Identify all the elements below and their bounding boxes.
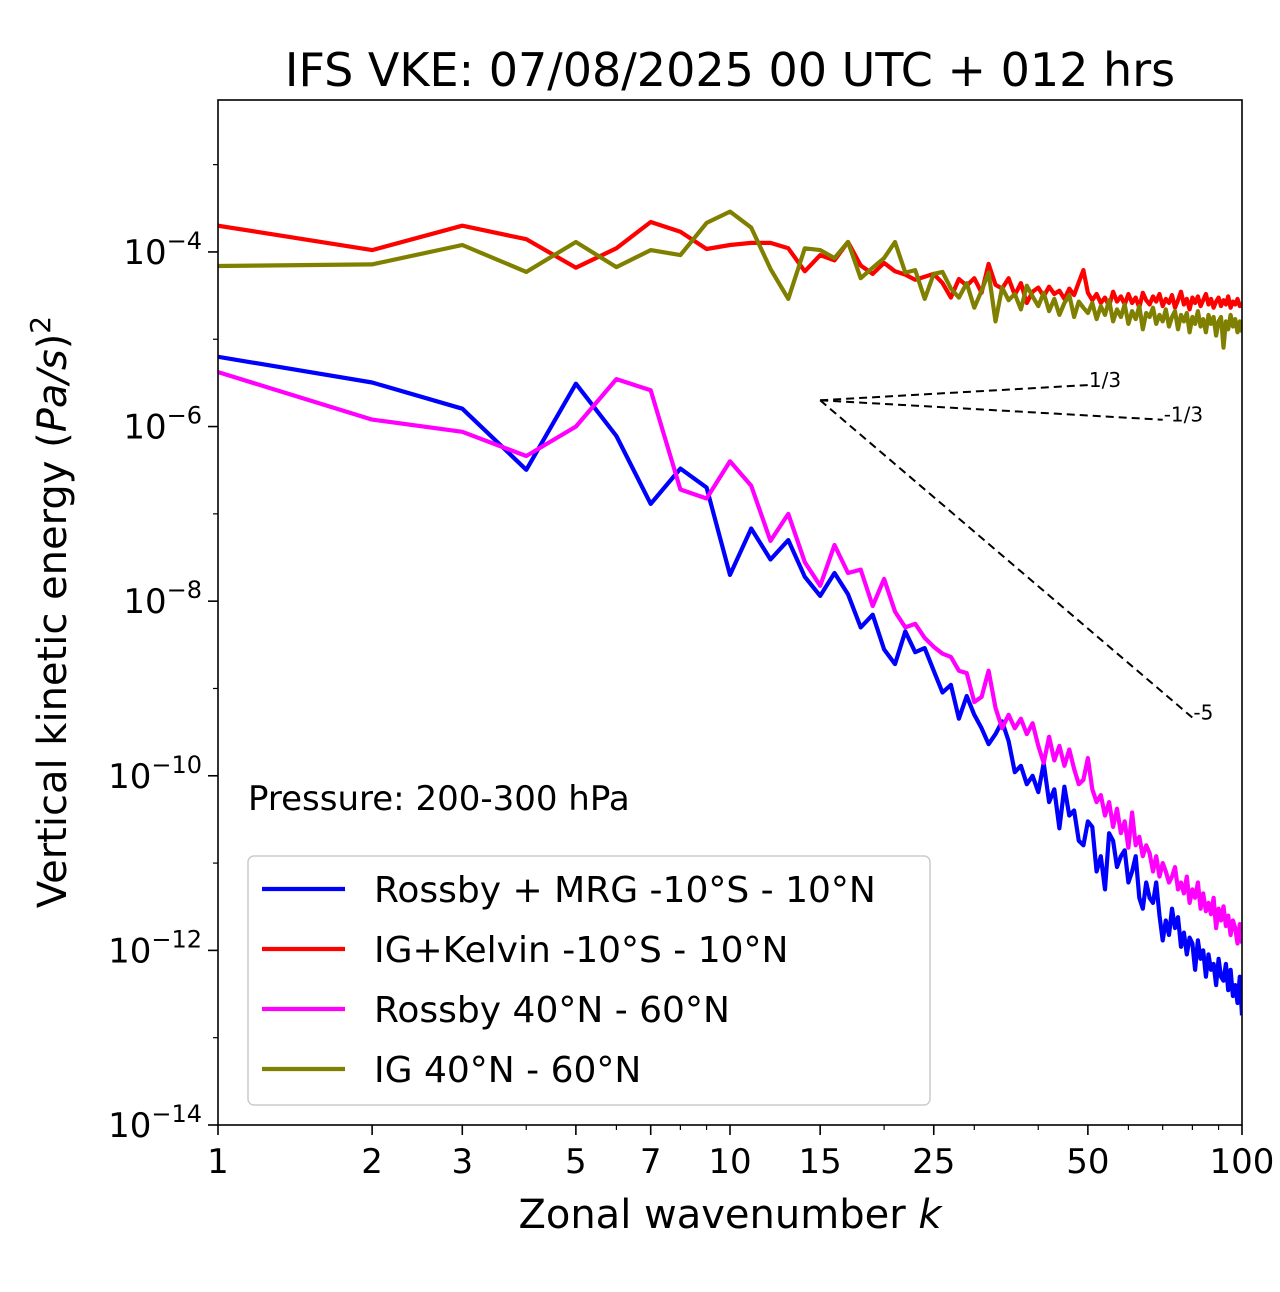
y-tick-label: 10−10 <box>108 751 202 797</box>
x-tick-label: 15 <box>799 1142 842 1182</box>
reference-slope-line-0 <box>820 384 1088 402</box>
y-axis-label: Vertical kinetic energy (Pa/s)2 <box>24 316 76 908</box>
x-tick-label: 1 <box>207 1142 229 1182</box>
legend-label-3: IG 40°N - 60°N <box>374 1050 641 1091</box>
x-tick-label: 5 <box>565 1142 587 1182</box>
x-axis-label: Zonal wavenumber k <box>518 1192 943 1238</box>
y-tick-label: 10−14 <box>108 1100 202 1146</box>
legend-label-0: Rossby + MRG -10°S - 10°N <box>374 870 876 911</box>
series-line-3 <box>218 209 1242 350</box>
series-line-0 <box>218 354 1242 1016</box>
y-tick-label: 10−4 <box>123 227 202 273</box>
series-line-2 <box>218 370 1242 946</box>
x-tick-label: 2 <box>361 1142 383 1182</box>
x-tick-label: 25 <box>912 1142 955 1182</box>
reference-slope-line-2 <box>819 399 1194 719</box>
legend-label-2: Rossby 40°N - 60°N <box>374 990 730 1031</box>
reference-slope-label-1: -1/3 <box>1164 403 1203 427</box>
y-tick-label: 10−6 <box>123 402 202 448</box>
y-tick-label: 10−12 <box>108 925 202 971</box>
x-tick-label: 10 <box>708 1142 751 1182</box>
x-tick-label: 50 <box>1066 1142 1109 1182</box>
reference-slope-line-1 <box>820 399 1163 421</box>
reference-slope-label-2: -5 <box>1193 701 1213 725</box>
x-tick-label: 100 <box>1210 1142 1275 1182</box>
x-tick-label: 3 <box>451 1142 473 1182</box>
y-tick-label: 10−8 <box>123 576 202 622</box>
series-line-1 <box>218 219 1242 312</box>
pressure-annotation: Pressure: 200-300 hPa <box>248 779 630 819</box>
reference-slope-label-0: 1/3 <box>1089 368 1121 392</box>
chart-title: IFS VKE: 07/08/2025 00 UTC + 012 hrs <box>285 43 1175 97</box>
legend: Rossby + MRG -10°S - 10°N IG+Kelvin -10°S… <box>247 855 931 1106</box>
legend-box <box>247 855 931 1106</box>
x-tick-label: 7 <box>640 1142 662 1182</box>
legend-label-1: IG+Kelvin -10°S - 10°N <box>374 930 788 971</box>
